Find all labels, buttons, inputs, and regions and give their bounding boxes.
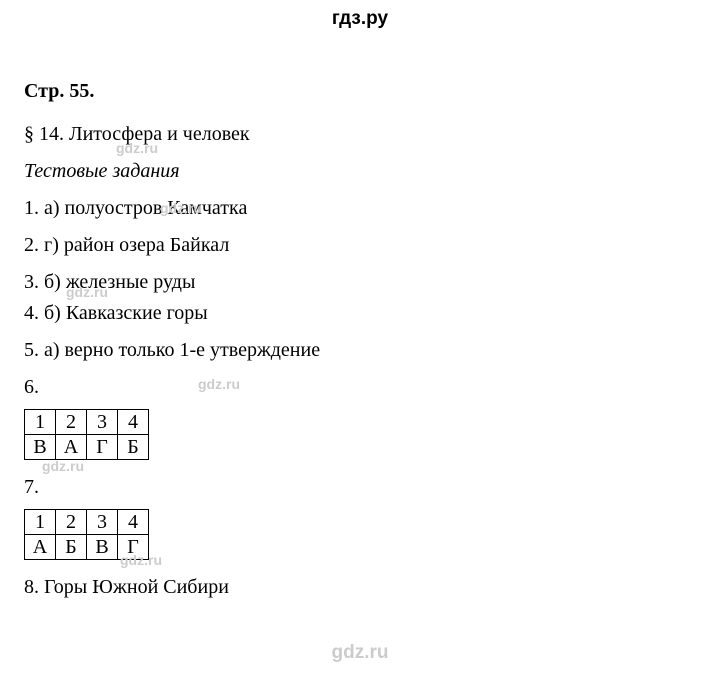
table-row: В А Г Б: [25, 435, 149, 460]
table-cell: Г: [118, 535, 149, 560]
table-cell: 3: [87, 410, 118, 435]
table-cell: Б: [118, 435, 149, 460]
table-cell: 4: [118, 510, 149, 535]
section-title: § 14. Литосфера и человек: [24, 123, 696, 146]
table-cell: А: [25, 535, 56, 560]
table-q6: 1 2 3 4 В А Г Б: [24, 409, 149, 460]
subheading-tests: Тестовые задания: [24, 160, 696, 183]
table-cell: 2: [56, 510, 87, 535]
page-reference: Стр. 55.: [24, 80, 696, 103]
table-cell: В: [25, 435, 56, 460]
table-cell: В: [87, 535, 118, 560]
table-cell: 1: [25, 410, 56, 435]
table-cell: 3: [87, 510, 118, 535]
answer-q2: 2. г) район озера Байкал: [24, 234, 696, 257]
table-cell: А: [56, 435, 87, 460]
site-header: гдз.ру: [0, 8, 720, 30]
answer-q6-label: 6.: [24, 376, 696, 399]
table-cell: Б: [56, 535, 87, 560]
answer-q7-label: 7.: [24, 476, 696, 499]
table-row: 1 2 3 4: [25, 510, 149, 535]
document-content: Стр. 55. § 14. Литосфера и человек Тесто…: [24, 80, 696, 599]
answer-q4: 4. б) Кавказские горы: [24, 302, 696, 325]
table-cell: 4: [118, 410, 149, 435]
table-row: 1 2 3 4: [25, 410, 149, 435]
answer-q1: 1. а) полуостров Камчатка: [24, 197, 696, 220]
table-row: А Б В Г: [25, 535, 149, 560]
table-cell: 2: [56, 410, 87, 435]
table-cell: 1: [25, 510, 56, 535]
answer-q5: 5. а) верно только 1-е утверждение: [24, 339, 696, 362]
answer-q8: 8. Горы Южной Сибири: [24, 576, 696, 599]
answer-q3: 3. б) железные руды: [24, 271, 696, 294]
table-q7: 1 2 3 4 А Б В Г: [24, 509, 149, 560]
table-cell: Г: [87, 435, 118, 460]
watermark-footer: gdz.ru: [0, 642, 720, 664]
